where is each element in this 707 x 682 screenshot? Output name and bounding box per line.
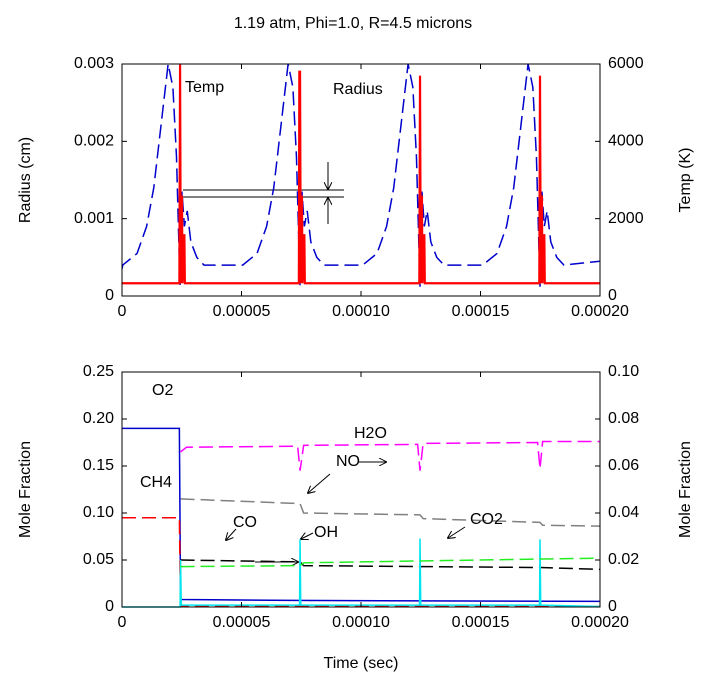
y-axis-label: Radius (cm): [17, 137, 34, 223]
y2-tick-label: 0.10: [608, 363, 639, 380]
y-axis-label: Mole Fraction: [17, 441, 34, 538]
y-tick-label: 0.003: [74, 55, 114, 72]
y2-axis-label: Mole Fraction: [677, 441, 694, 538]
y-tick-label: 0.05: [83, 551, 114, 568]
data-line: [180, 498, 600, 527]
series-label: Temp: [185, 79, 224, 96]
data-line: [122, 63, 600, 285]
arrow: [308, 473, 331, 493]
series-label: Radius: [333, 81, 383, 98]
y2-tick-label: 0: [608, 598, 617, 615]
data-line: [122, 427, 600, 603]
y2-tick-label: 0.04: [608, 504, 639, 521]
x-tick-label: 0.00010: [332, 303, 390, 320]
data-line: [122, 538, 600, 608]
x-tick-label: 0.00015: [452, 614, 510, 631]
y-tick-label: 0.10: [83, 504, 114, 521]
series-label: NO: [336, 453, 360, 470]
y-tick-label: 0: [105, 598, 114, 615]
x-tick-label: 0.00015: [452, 303, 510, 320]
series-label: CO: [233, 514, 257, 531]
annotation-arrows: [183, 162, 466, 562]
series-label: CO2: [470, 511, 503, 528]
x-tick-label: 0: [118, 303, 127, 320]
plot-frame: [121, 63, 601, 297]
x-tick-label: 0.00010: [332, 614, 390, 631]
y2-tick-label: 4000: [608, 133, 644, 150]
arrow: [226, 528, 237, 540]
series-label: O2: [152, 382, 173, 399]
series-label: OH: [314, 524, 338, 541]
x-axis-label: Time (sec): [324, 655, 399, 672]
y-tick-label: 0: [105, 287, 114, 304]
y2-tick-label: 0.06: [608, 457, 639, 474]
series-label: H2O: [354, 425, 387, 442]
x-tick-label: 0.00005: [213, 303, 271, 320]
x-tick-label: 0.00020: [571, 303, 629, 320]
y-tick-label: 0.001: [74, 210, 114, 227]
y-tick-label: 0.25: [83, 363, 114, 380]
y2-tick-label: 6000: [608, 55, 644, 72]
arrow: [301, 533, 314, 539]
y2-tick-label: 2000: [608, 210, 644, 227]
data-line: [180, 557, 600, 568]
x-tick-label: 0: [118, 614, 127, 631]
data-line: [180, 559, 600, 571]
plot-frame: [121, 371, 601, 608]
y-tick-label: 0.20: [83, 410, 114, 427]
arrow: [448, 526, 466, 538]
y-tick-label: 0.002: [74, 133, 114, 150]
chart-title: 1.19 atm, Phi=1.0, R=4.5 microns: [234, 15, 472, 32]
data-line: [180, 440, 600, 471]
x-tick-label: 0.00020: [571, 614, 629, 631]
y-tick-label: 0.15: [83, 457, 114, 474]
series-label: CH4: [140, 474, 172, 491]
x-tick-label: 0.00005: [213, 614, 271, 631]
y2-tick-label: 0.08: [608, 410, 639, 427]
y2-axis-label: Temp (K): [677, 148, 694, 213]
y2-tick-label: 0.02: [608, 551, 639, 568]
y2-tick-label: 0: [608, 287, 617, 304]
